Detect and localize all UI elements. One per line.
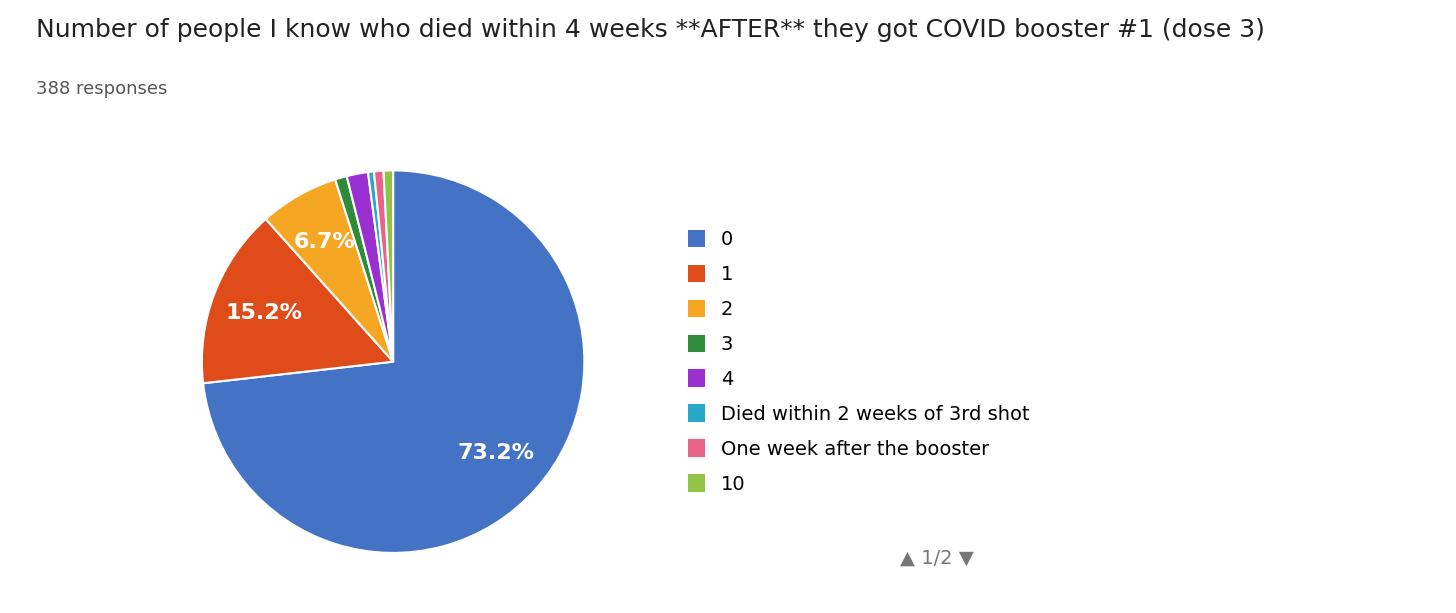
Wedge shape	[374, 170, 393, 362]
Legend: 0, 1, 2, 3, 4, Died within 2 weeks of 3rd shot, One week after the booster, 10: 0, 1, 2, 3, 4, Died within 2 weeks of 3r…	[680, 222, 1037, 501]
Wedge shape	[202, 170, 584, 553]
Text: 73.2%: 73.2%	[457, 443, 534, 463]
Wedge shape	[335, 176, 393, 362]
Text: 388 responses: 388 responses	[36, 80, 167, 97]
Text: ▲ 1/2 ▼: ▲ 1/2 ▼	[900, 549, 974, 567]
Wedge shape	[202, 219, 393, 383]
Text: 6.7%: 6.7%	[294, 232, 355, 252]
Wedge shape	[266, 180, 393, 362]
Text: Number of people I know who died within 4 weeks **AFTER** they got COVID booster: Number of people I know who died within …	[36, 18, 1265, 42]
Text: 15.2%: 15.2%	[226, 303, 303, 322]
Wedge shape	[368, 172, 393, 362]
Wedge shape	[383, 170, 393, 362]
Wedge shape	[347, 172, 393, 362]
